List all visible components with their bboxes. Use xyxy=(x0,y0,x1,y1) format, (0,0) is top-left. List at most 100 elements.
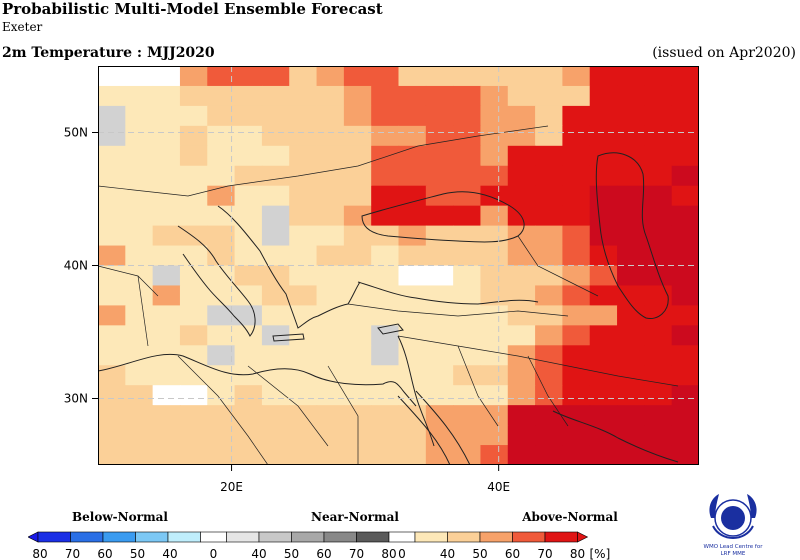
grid-cell xyxy=(671,125,699,147)
map-frame xyxy=(98,66,699,465)
grid-cell xyxy=(617,325,645,346)
grid-cell xyxy=(425,145,454,167)
grid-cell xyxy=(152,365,181,386)
grid-cell xyxy=(425,105,454,127)
grid-cell xyxy=(289,205,318,227)
colorbar-swatch xyxy=(479,531,513,543)
grid-cell xyxy=(261,445,290,465)
grid-cell xyxy=(507,405,536,426)
grid-cell xyxy=(234,425,263,446)
grid-cell xyxy=(371,105,400,127)
grid-cell xyxy=(535,225,564,247)
grid-cell xyxy=(125,305,154,326)
grid-cell xyxy=(453,165,482,187)
grid-cell xyxy=(371,425,400,446)
grid-cell xyxy=(398,425,427,446)
grid-cell xyxy=(589,425,618,446)
colorbar-swatch xyxy=(512,531,546,543)
grid-cell xyxy=(589,85,618,107)
grid-cell xyxy=(644,205,673,227)
grid-cell xyxy=(589,125,618,147)
grid-cell xyxy=(453,445,482,465)
grid-cell xyxy=(98,365,126,386)
grid-cell xyxy=(617,385,645,406)
grid-cell xyxy=(453,265,482,287)
grid-cell xyxy=(371,85,400,107)
grid-cell xyxy=(125,105,154,127)
grid-cell xyxy=(316,245,345,267)
grid-cell xyxy=(480,165,509,187)
grid-cell xyxy=(316,265,345,287)
grid-cell xyxy=(535,205,564,227)
grid-cell xyxy=(535,85,564,107)
colorbar-label: 80 xyxy=(570,547,585,560)
grid-cell xyxy=(207,165,236,187)
grid-cell xyxy=(152,405,181,426)
grid-cell xyxy=(480,285,509,306)
grid-cell xyxy=(179,385,208,406)
grid-cell xyxy=(261,66,290,87)
grid-cell xyxy=(562,305,591,326)
grid-cell xyxy=(535,165,564,187)
grid-cell xyxy=(562,245,591,267)
grid-cell xyxy=(535,305,564,326)
grid-cell xyxy=(343,66,372,87)
colorbar-swatch xyxy=(135,531,169,543)
grid-cell xyxy=(289,125,318,147)
grid-cell xyxy=(453,185,482,207)
grid-cell xyxy=(234,345,263,366)
colorbar-label: 0 xyxy=(210,547,218,560)
grid-cell xyxy=(480,325,509,346)
latitude-label: 30N xyxy=(64,392,88,406)
grid-cell xyxy=(453,245,482,267)
grid-cell xyxy=(425,385,454,406)
grid-cell xyxy=(152,305,181,326)
grid-cell xyxy=(535,265,564,287)
grid-cell xyxy=(371,205,400,227)
north-africa-coast xyxy=(98,353,417,407)
grid-cell xyxy=(152,325,181,346)
grid-cell xyxy=(589,105,618,127)
grid-cell xyxy=(562,145,591,167)
grid-cell xyxy=(398,245,427,267)
grid-cell xyxy=(398,345,427,366)
grid-cell xyxy=(671,165,699,187)
grid-cell xyxy=(261,85,290,107)
grid-cell xyxy=(535,405,564,426)
grid-cell xyxy=(152,125,181,147)
grid-cell xyxy=(535,345,564,366)
colorbar-swatch xyxy=(447,531,481,543)
grid-cell xyxy=(507,425,536,446)
grid-cell xyxy=(453,125,482,147)
grid-cell xyxy=(343,265,372,287)
grid-cell xyxy=(152,85,181,107)
colorbar-swatch xyxy=(258,531,292,543)
grid-cell xyxy=(671,285,699,306)
grid-cell xyxy=(289,85,318,107)
grid-cell xyxy=(398,285,427,306)
grid-cell xyxy=(316,85,345,107)
grid-cell xyxy=(207,245,236,267)
grid-cell xyxy=(480,405,509,426)
grid-cell xyxy=(617,445,645,465)
grid-cell xyxy=(207,385,236,406)
grid-cell xyxy=(125,165,154,187)
longitude-label: 20E xyxy=(220,480,243,494)
grid-cell xyxy=(425,445,454,465)
grid-cell xyxy=(589,405,618,426)
grid-cell xyxy=(289,445,318,465)
colorbar-label: 40 xyxy=(251,547,266,560)
colorbar-label: 70 xyxy=(349,547,364,560)
grid-cell xyxy=(480,365,509,386)
longitude-label: 40E xyxy=(487,480,510,494)
grid-cell xyxy=(98,305,126,326)
grid-cell xyxy=(671,425,699,446)
grid-cell xyxy=(507,105,536,127)
grid-cell xyxy=(234,225,263,247)
grid-cell xyxy=(371,345,400,366)
grid-cell xyxy=(179,245,208,267)
grid-cell xyxy=(617,105,645,127)
grid-cell xyxy=(234,265,263,287)
grid-cell xyxy=(125,365,154,386)
grid-cell xyxy=(152,225,181,247)
